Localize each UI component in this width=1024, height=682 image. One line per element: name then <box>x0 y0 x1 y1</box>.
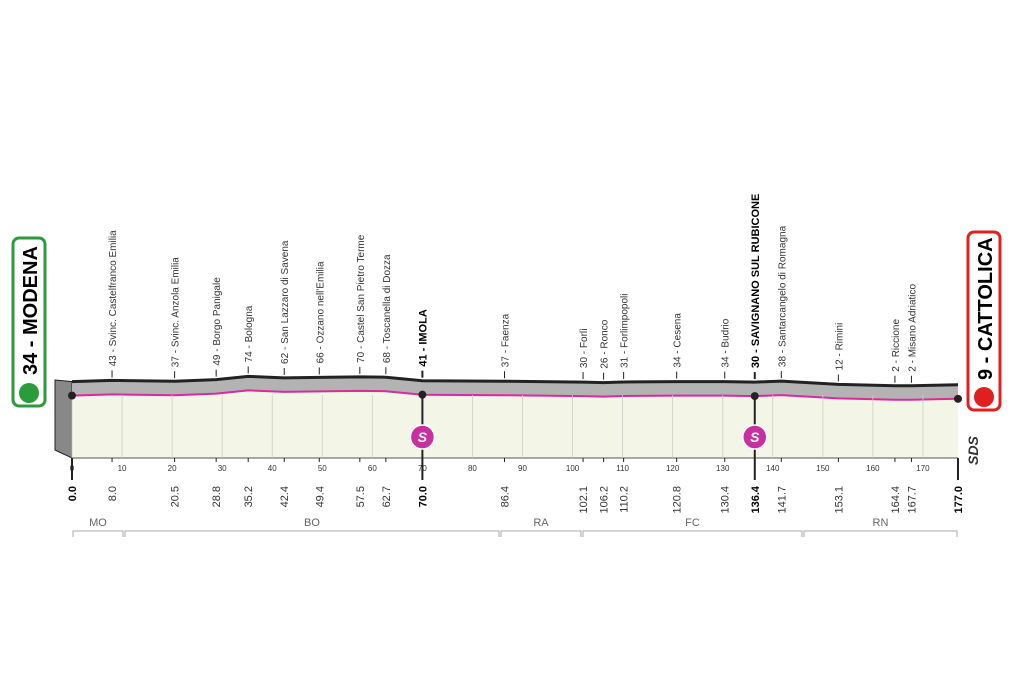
km-tick-label: 130 <box>716 464 730 473</box>
km-label: 20.5 <box>170 486 182 507</box>
km-label: 8.0 <box>107 486 119 501</box>
province-label: BO <box>304 517 320 529</box>
km-label: 0.0 <box>67 486 79 501</box>
waypoint-label: 41 - IMOLA <box>417 309 429 367</box>
km-tick-label: 10 <box>118 464 127 473</box>
waypoint-label: 37 - Svinc. Anzola Emilia <box>171 257 182 367</box>
km-tick-label: 160 <box>866 464 880 473</box>
finish-box <box>966 230 1002 412</box>
waypoint-label: 30 - Forlì <box>579 328 590 368</box>
province-bracket <box>72 530 124 537</box>
waypoint-label: 70 - Castel San Pietro Terme <box>356 234 367 363</box>
km-label: 110.2 <box>619 486 631 513</box>
province-label: MO <box>89 517 107 529</box>
km-label: 136.4 <box>750 485 762 513</box>
sprint-symbol: S <box>750 429 760 445</box>
province-bracket <box>803 530 958 537</box>
province-bracket <box>124 530 500 537</box>
waypoint-label: 62 - San Lazzaro di Savena <box>280 240 291 364</box>
sprint-symbol: S <box>418 429 428 445</box>
km-tick-label: 60 <box>368 464 377 473</box>
km-label: 102.1 <box>578 486 590 514</box>
profile-side <box>54 379 73 459</box>
start-label: 34 - MODENA <box>20 246 42 375</box>
km-label: 49.4 <box>314 486 326 507</box>
waypoint-label: 74 - Bologna <box>244 305 255 362</box>
province-label: RA <box>533 517 549 529</box>
km-label: 70.0 <box>417 486 429 507</box>
km-label: 86.4 <box>499 486 511 507</box>
km-label: 167.7 <box>906 486 918 514</box>
waypoint-label: 2 - Riccione <box>891 319 902 372</box>
km-tick-label: 80 <box>468 464 477 473</box>
sprint-dot <box>750 392 759 401</box>
waypoint-label: 26 - Ronco <box>600 319 611 368</box>
km-label: 120.8 <box>672 486 684 514</box>
waypoint-label: 2 - Misano Adriatico <box>907 283 918 371</box>
finish-icon <box>974 387 994 407</box>
km-label: 141.7 <box>776 486 788 514</box>
waypoint-label: 34 - Cesena <box>673 313 684 368</box>
km-tick-label: 110 <box>616 464 629 473</box>
km-tick-label: 150 <box>816 464 830 473</box>
waypoint-label: 68 - Toscanella di Dozza <box>382 254 393 363</box>
province-label: FC <box>685 517 700 529</box>
start-box <box>11 236 47 408</box>
profile-route-line <box>71 389 959 401</box>
km-label: 57.5 <box>355 486 367 507</box>
km-label: 164.4 <box>890 486 902 514</box>
km-label: 35.2 <box>243 486 255 507</box>
waypoint-label: 34 - Budrio <box>721 318 732 367</box>
profile-area <box>72 390 958 458</box>
waypoint-label: 38 - Santarcangelo di Romagna <box>777 225 788 367</box>
province-label: RN <box>873 517 889 529</box>
finish-dot <box>954 394 962 403</box>
km-tick-label: 30 <box>218 464 227 473</box>
km-label: 62.7 <box>381 486 393 507</box>
waypoint-label: 43 - Svinc. Castelfranco Emilia <box>108 230 119 367</box>
province-bracket <box>582 530 803 537</box>
km-tick-label: 40 <box>268 464 277 473</box>
km-tick-label: 140 <box>766 464 780 473</box>
km-tick-label: 120 <box>666 464 680 473</box>
finish-label: 9 - CATTOLICA <box>975 237 997 380</box>
km-label: 28.8 <box>211 486 223 507</box>
waypoint-label: 31 - Forlimpopoli <box>620 293 631 367</box>
km-label: 153.1 <box>833 486 845 514</box>
waypoint-label: 49 - Borgo Panigale <box>212 277 223 366</box>
waypoint-label: 12 - Rimini <box>834 323 845 371</box>
km-label: 177.0 <box>953 486 965 514</box>
km-label: 42.4 <box>279 486 291 507</box>
sprint-dot <box>418 390 427 399</box>
km-tick-label: 90 <box>518 464 527 473</box>
km-label: 130.4 <box>720 486 732 514</box>
logo: SDS <box>965 436 981 465</box>
sprint-badge <box>742 424 768 450</box>
km-tick-label: 20 <box>168 464 177 473</box>
km-tick-label: 170 <box>916 464 930 473</box>
start-dot <box>68 391 76 400</box>
km-tick-label: 100 <box>566 464 580 473</box>
profile-top-line <box>71 374 959 388</box>
sprint-badge <box>409 424 436 450</box>
start-icon <box>19 383 39 403</box>
province-bracket <box>500 530 582 537</box>
waypoint-label: 37 - Faenza <box>500 313 511 367</box>
waypoint-label: 66 - Ozzano nell'Emilia <box>315 261 326 363</box>
km-label: 106.2 <box>599 486 611 514</box>
waypoint-label: 30 - SAVIGNANO SUL RUBICONE <box>750 194 762 368</box>
km-tick-label: 50 <box>318 464 327 473</box>
